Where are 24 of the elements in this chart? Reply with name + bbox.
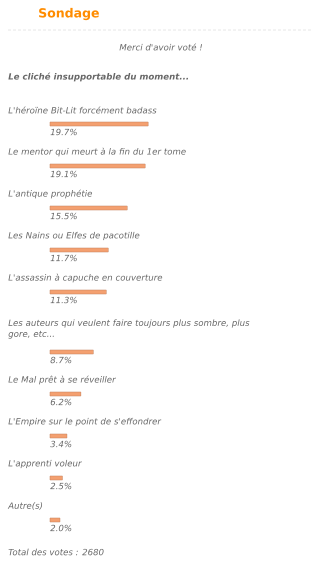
data-label: 11.7% bbox=[50, 254, 77, 262]
text: Merci d'avoir voté ! bbox=[120, 44, 202, 51]
data-label: 15.5% bbox=[50, 212, 77, 220]
data-label: 2.5% bbox=[50, 482, 72, 490]
y-tick-label: Le Mal prêt à se réveiller bbox=[8, 376, 116, 384]
y-tick-label: L'antique prophétie bbox=[8, 190, 92, 198]
y-tick-label: Le mentor qui meurt à la fin du 1er tome bbox=[8, 148, 186, 156]
y-tick-label: L'Empire sur le point de s'effondrer bbox=[8, 418, 162, 426]
y-tick-label: L'apprenti voleur bbox=[8, 460, 82, 468]
text: Total des votes : 2680 bbox=[8, 548, 104, 556]
chart-subtitle: Le cliché insupportable du moment... bbox=[8, 72, 188, 82]
data-label: 8.7% bbox=[50, 356, 72, 364]
data-label: 19.7% bbox=[50, 128, 77, 136]
data-label: 3.4% bbox=[50, 440, 72, 448]
y-tick-label: Les Nains ou Elfes de pacotille bbox=[8, 232, 140, 240]
data-label: 11.3% bbox=[50, 296, 77, 304]
chart-title: Sondage bbox=[39, 8, 99, 20]
y-tick-label: Autre(s) bbox=[8, 502, 42, 510]
data-label: 19.1% bbox=[50, 170, 77, 178]
y-tick-label: Les auteurs qui veulent faire toujours plus sombre, plus gore, etc... bbox=[8, 319, 250, 339]
data-label: 2.0% bbox=[50, 524, 72, 532]
data-label: 6.2% bbox=[50, 398, 72, 406]
y-tick-label: L'héroïne Bit-Lit forcément badass bbox=[8, 106, 157, 114]
y-tick-label: L'assassin à capuche en couverture bbox=[8, 274, 162, 282]
